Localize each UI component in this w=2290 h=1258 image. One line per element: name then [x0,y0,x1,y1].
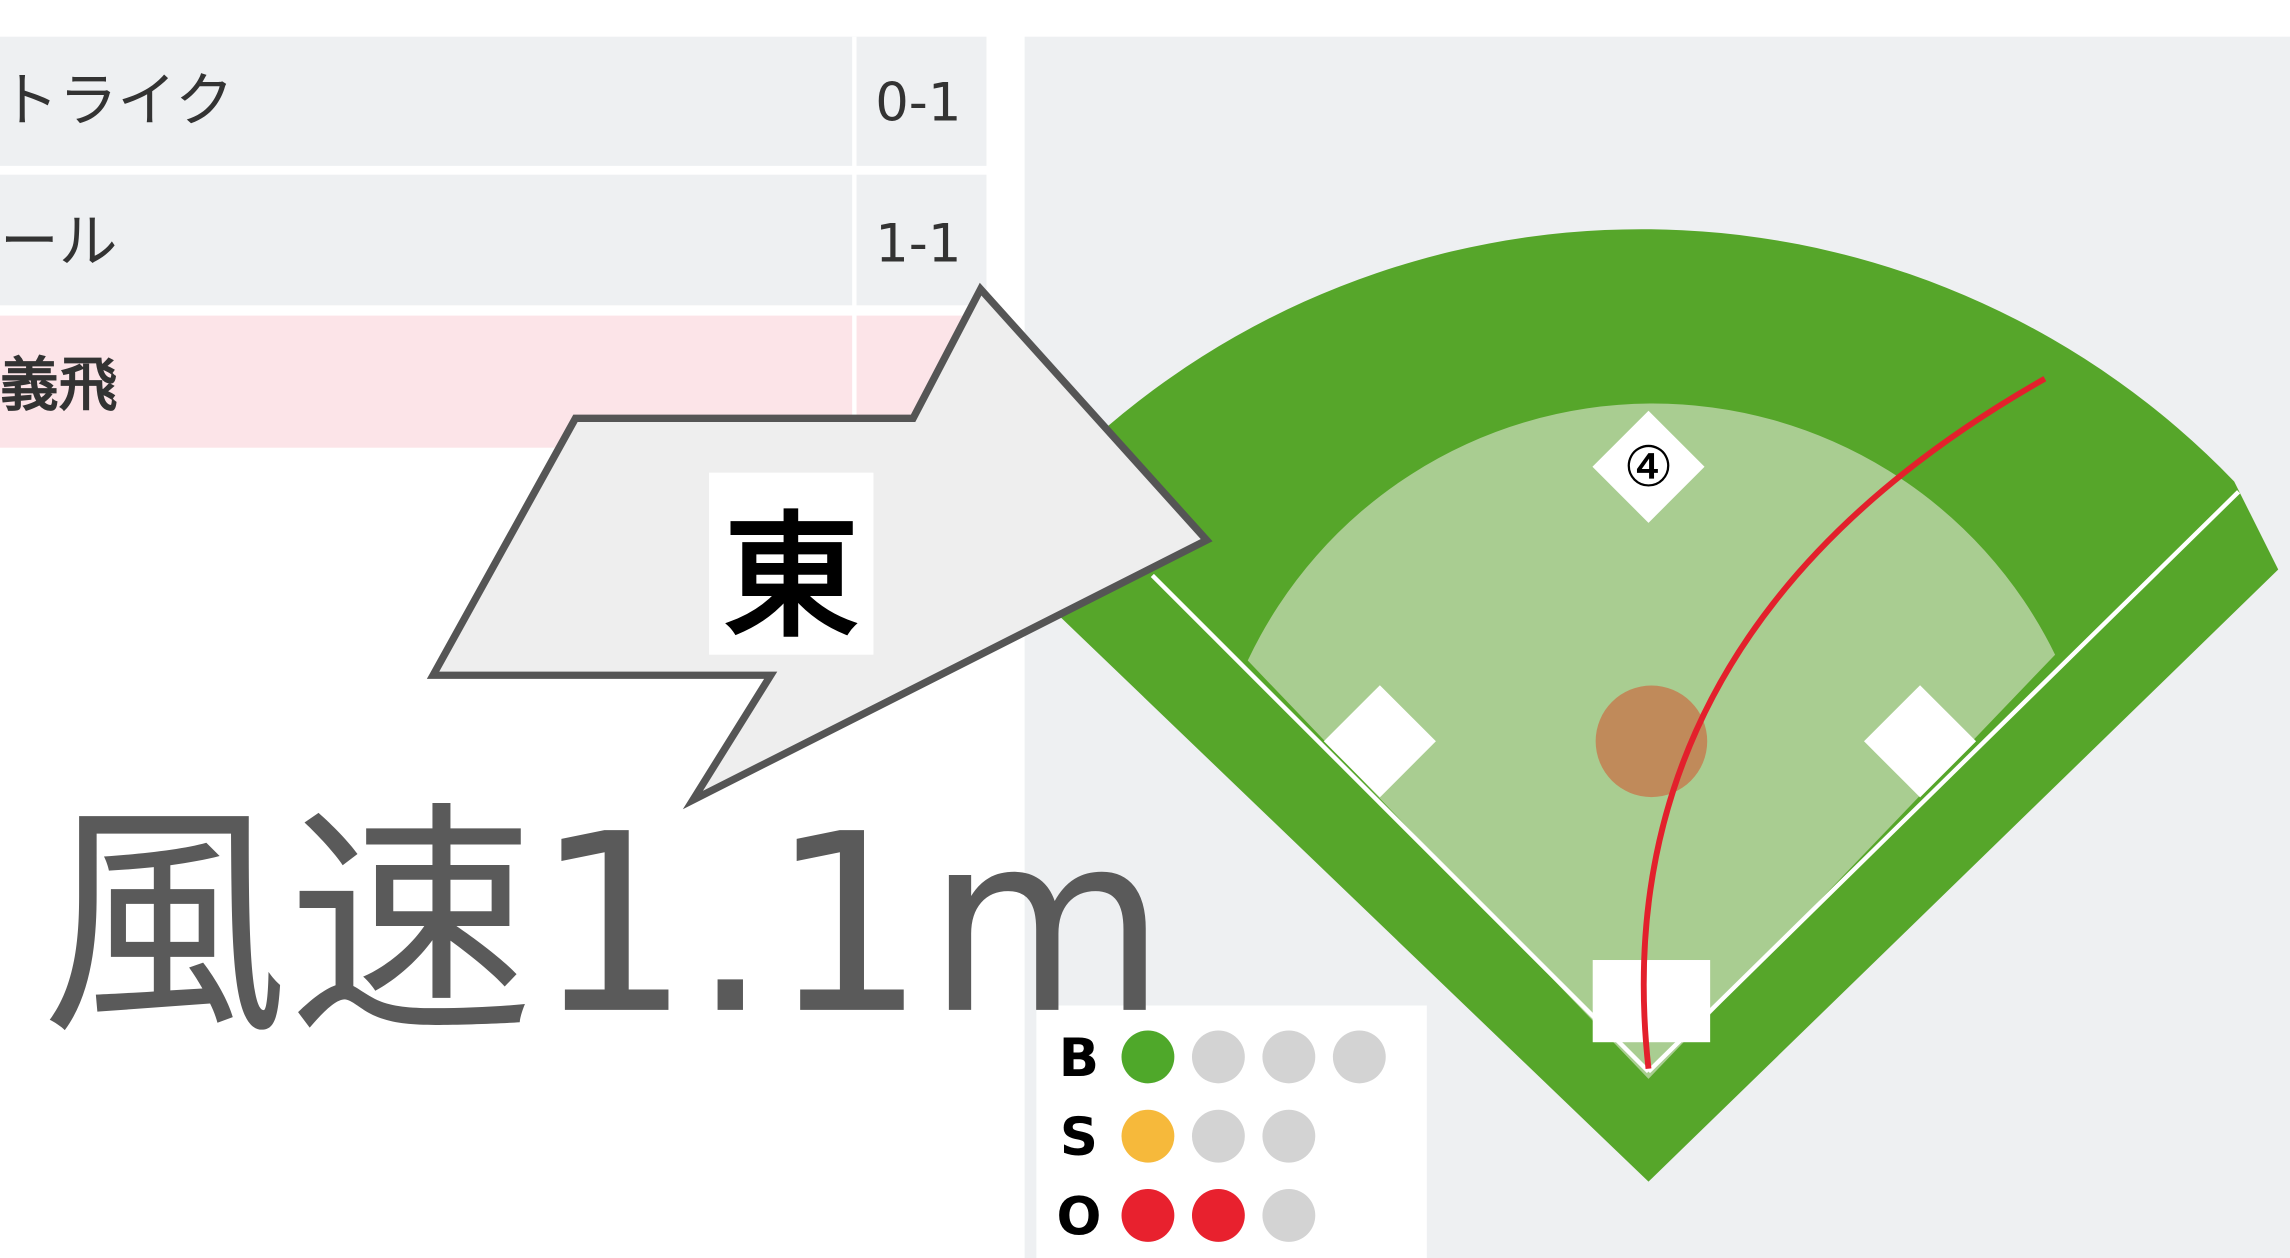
count-dot [1122,1110,1175,1163]
log-count: 1-1 [875,213,961,274]
count-dot [1262,1110,1315,1163]
count-dot [1192,1189,1245,1242]
wind-direction: 東 [724,499,859,656]
wind-speed: 風速1.1m [41,782,1167,1069]
log-event: トライク [0,66,234,134]
home-plate [1593,960,1710,1042]
count-label: O [1056,1187,1101,1248]
count-dot [1192,1110,1245,1163]
count-dot [1122,1189,1175,1242]
log-event: ール [0,207,117,275]
screen: トライク 0-1 ール 1-1 義飛 ④ BSO 東 風速1.1m [0,0,2290,1258]
count-label: S [1060,1107,1098,1168]
count-dot [1192,1030,1245,1083]
log-row [0,175,986,306]
count-dot [1262,1189,1315,1242]
count-dot [1262,1030,1315,1083]
log-event: 義飛 [0,351,117,419]
count-dot [1333,1030,1386,1083]
log-count: 0-1 [875,72,961,133]
fielder-marker: ④ [1623,435,1673,500]
